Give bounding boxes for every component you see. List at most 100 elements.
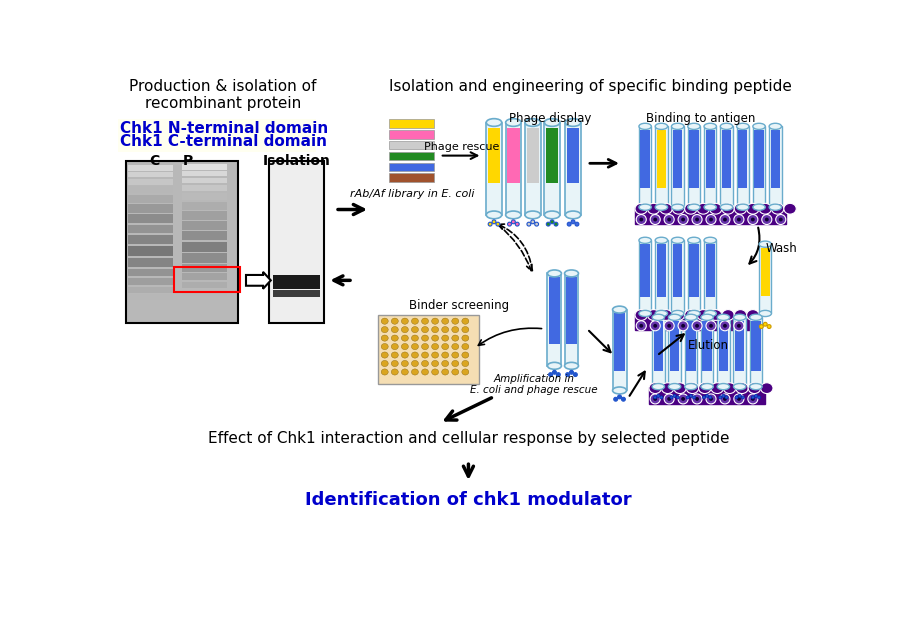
Bar — [749, 317, 762, 387]
Bar — [183, 185, 228, 191]
Ellipse shape — [515, 222, 519, 226]
Bar — [722, 130, 731, 188]
Ellipse shape — [704, 310, 717, 316]
Bar — [128, 195, 173, 202]
Ellipse shape — [718, 396, 722, 399]
Text: Identification of chk1 modulator: Identification of chk1 modulator — [305, 490, 632, 508]
Ellipse shape — [681, 324, 685, 328]
Ellipse shape — [779, 217, 782, 221]
Bar — [704, 240, 717, 313]
Ellipse shape — [655, 204, 667, 211]
Ellipse shape — [462, 352, 469, 358]
Ellipse shape — [547, 222, 550, 226]
Ellipse shape — [749, 383, 760, 394]
Bar — [754, 130, 764, 188]
Ellipse shape — [660, 396, 663, 399]
Ellipse shape — [401, 369, 409, 375]
Bar — [128, 245, 173, 257]
Bar — [128, 179, 173, 185]
Bar — [635, 207, 786, 224]
Ellipse shape — [734, 394, 744, 404]
Bar — [735, 321, 744, 371]
Ellipse shape — [763, 322, 767, 326]
Ellipse shape — [657, 394, 660, 397]
Bar — [566, 277, 577, 344]
Ellipse shape — [452, 352, 459, 358]
Bar — [549, 277, 560, 344]
Ellipse shape — [441, 326, 449, 333]
Ellipse shape — [759, 241, 771, 247]
Ellipse shape — [751, 397, 755, 401]
Bar — [687, 240, 700, 313]
Bar — [771, 130, 780, 188]
Ellipse shape — [747, 203, 759, 214]
Ellipse shape — [672, 310, 684, 316]
Ellipse shape — [697, 203, 709, 214]
Ellipse shape — [735, 396, 739, 399]
Bar — [273, 275, 320, 289]
Bar — [128, 172, 173, 177]
Ellipse shape — [452, 335, 459, 341]
Ellipse shape — [652, 314, 664, 320]
Ellipse shape — [571, 220, 575, 224]
Bar — [183, 221, 228, 231]
Text: Isolation: Isolation — [262, 154, 330, 168]
Bar — [183, 254, 228, 263]
Bar — [183, 202, 228, 209]
Ellipse shape — [676, 396, 679, 399]
Text: Effect of Chk1 interaction and cellular response by selected peptide: Effect of Chk1 interaction and cellular … — [207, 430, 729, 445]
Bar — [488, 128, 500, 184]
Ellipse shape — [722, 310, 734, 320]
Ellipse shape — [751, 396, 754, 399]
Bar — [685, 317, 697, 387]
Bar — [525, 123, 540, 215]
Bar — [703, 321, 712, 371]
Bar — [717, 317, 729, 387]
Text: rAb/Af library in E. coli: rAb/Af library in E. coli — [349, 189, 474, 199]
Bar — [270, 161, 324, 323]
Ellipse shape — [734, 310, 747, 320]
Ellipse shape — [672, 237, 684, 244]
Ellipse shape — [650, 394, 660, 404]
Ellipse shape — [441, 352, 449, 358]
Bar — [545, 123, 560, 215]
Ellipse shape — [565, 270, 579, 277]
Bar — [753, 126, 765, 207]
Ellipse shape — [717, 384, 729, 390]
Ellipse shape — [401, 352, 409, 358]
Ellipse shape — [737, 123, 749, 130]
Bar — [701, 317, 713, 387]
Text: Phage rescue: Phage rescue — [424, 142, 499, 152]
Ellipse shape — [660, 310, 673, 320]
Ellipse shape — [431, 318, 439, 324]
Ellipse shape — [747, 310, 759, 320]
Ellipse shape — [662, 383, 674, 394]
Bar — [128, 214, 173, 224]
Ellipse shape — [525, 211, 540, 219]
Ellipse shape — [650, 214, 660, 224]
Text: Amplification in
E. coli and phage rescue: Amplification in E. coli and phage rescu… — [471, 374, 598, 395]
Ellipse shape — [668, 384, 681, 390]
Bar — [739, 130, 748, 188]
FancyArrow shape — [246, 272, 271, 289]
Bar — [486, 123, 502, 215]
Text: Elution: Elution — [687, 340, 728, 352]
Ellipse shape — [545, 118, 560, 126]
Ellipse shape — [734, 321, 744, 331]
Bar — [183, 164, 228, 170]
Ellipse shape — [685, 314, 697, 320]
Bar — [128, 165, 173, 171]
Ellipse shape — [575, 222, 579, 226]
Ellipse shape — [704, 123, 717, 130]
Ellipse shape — [381, 369, 388, 375]
Ellipse shape — [452, 361, 459, 366]
Ellipse shape — [664, 394, 675, 404]
Ellipse shape — [639, 310, 652, 316]
Ellipse shape — [401, 326, 409, 333]
Ellipse shape — [689, 394, 693, 397]
Ellipse shape — [720, 204, 733, 211]
Ellipse shape — [462, 326, 469, 333]
Bar — [183, 290, 228, 296]
Ellipse shape — [704, 237, 717, 244]
Ellipse shape — [739, 394, 741, 397]
